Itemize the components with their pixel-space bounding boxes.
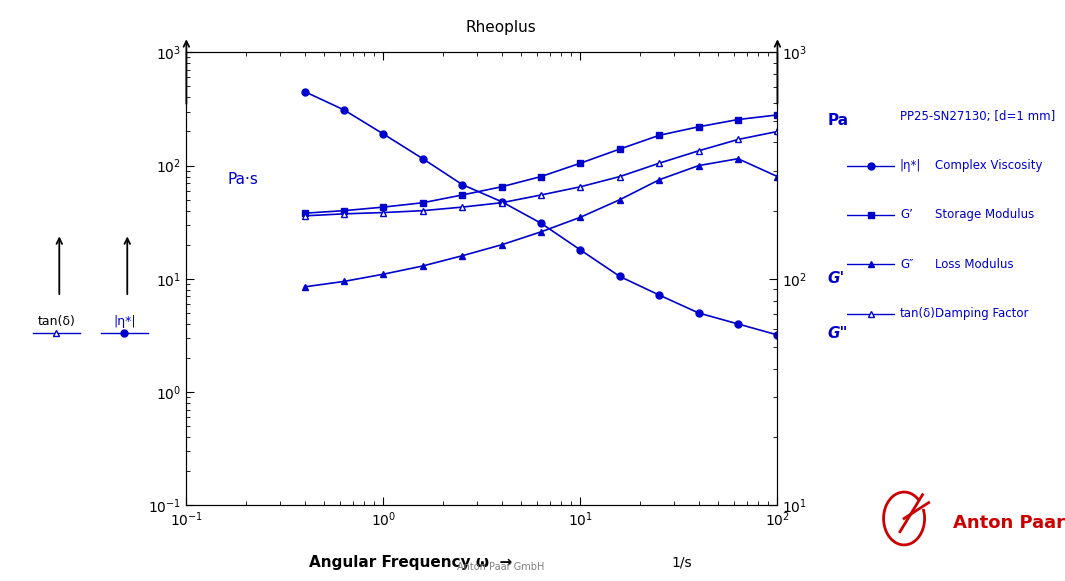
Text: G': G' [828, 271, 845, 286]
Text: Pa: Pa [828, 113, 849, 128]
Text: 1/s: 1/s [671, 555, 691, 569]
Text: Pa·s: Pa·s [228, 171, 259, 187]
Text: |η*|: |η*| [113, 315, 135, 328]
Text: Angular Frequency ω  →: Angular Frequency ω → [309, 555, 512, 571]
Text: G″: G″ [900, 258, 914, 271]
Text: G’: G’ [900, 209, 913, 221]
Text: Complex Viscosity: Complex Viscosity [935, 159, 1043, 172]
Text: Anton Paar: Anton Paar [953, 514, 1065, 532]
Text: tan(δ): tan(δ) [900, 307, 936, 320]
Text: G": G" [828, 326, 848, 341]
Text: PP25-SN27130; [d=1 mm]: PP25-SN27130; [d=1 mm] [900, 110, 1055, 123]
Text: Rheoplus: Rheoplus [465, 20, 536, 35]
Text: Anton Paar GmbH: Anton Paar GmbH [457, 562, 544, 572]
Text: tan(δ): tan(δ) [37, 315, 76, 328]
Text: |η*|: |η*| [900, 159, 921, 172]
Text: Damping Factor: Damping Factor [935, 307, 1029, 320]
Text: Loss Modulus: Loss Modulus [935, 258, 1014, 271]
Text: Storage Modulus: Storage Modulus [935, 209, 1034, 221]
